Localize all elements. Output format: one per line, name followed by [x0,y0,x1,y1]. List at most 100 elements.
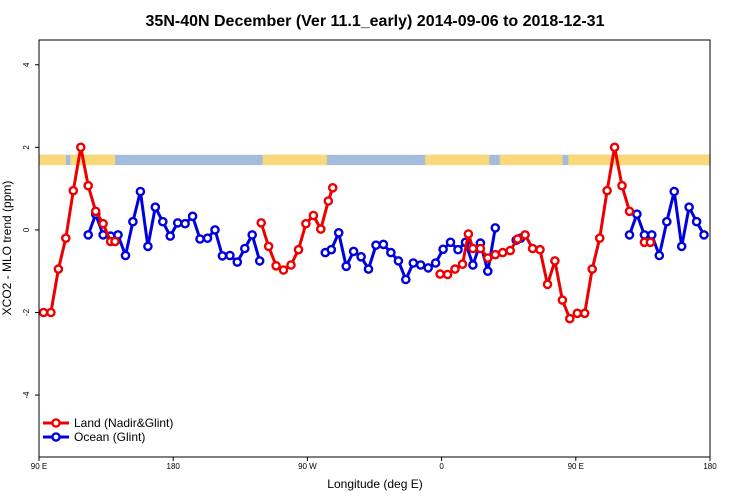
data-point [430,258,441,268]
data-point [445,237,456,248]
band-land-segment [70,154,116,166]
data-point [363,264,374,274]
data-point [645,237,656,248]
data-point [453,244,463,255]
data-point [202,233,213,243]
data-point [662,216,672,227]
series-line [479,145,631,321]
data-point [505,245,516,256]
x-tick-label: 90 W [298,462,317,471]
band-land-segment [568,154,710,166]
y-axis-label: XCO2 - MLO trend (ppm) [0,181,14,316]
data-point [326,244,337,255]
x-axis: 90 E 180 90 W 0 90 E 180 [31,457,717,471]
data-point [120,250,131,261]
data-point [535,244,545,255]
data-point [415,260,426,270]
data-point [527,243,538,254]
data-point [378,239,389,250]
data-point [38,307,49,318]
x-tick-label: 90 E [31,462,47,471]
x-tick-label: 0 [439,462,444,471]
legend-marker [51,418,61,428]
data-point [393,256,404,266]
data-point [327,182,338,193]
data-point [497,247,508,258]
data-point [684,202,694,212]
data-point [542,279,553,290]
legend-item-ocean: Ocean (Glint) [43,430,145,444]
data-point [442,269,453,280]
data-point [699,230,709,240]
data-point [371,240,381,250]
band-land-segment [499,154,563,166]
data-point [110,236,120,247]
data-point [150,202,161,212]
data-point [463,229,474,239]
series-line [43,145,115,314]
data-point [301,218,311,229]
data-point [482,253,493,263]
coverage-band [39,154,710,166]
data-point [90,206,101,217]
data-point [263,241,274,252]
y-axis: -4 -2 0 2 4 [22,62,39,399]
data-point [624,230,635,240]
data-point [135,186,146,197]
data-point [587,264,598,274]
data-point [98,218,108,229]
y-tick-label: -4 [22,391,31,399]
series-layer [38,142,709,324]
legend: Land (Nadir&Glint)Ocean (Glint) [43,416,173,444]
data-point [438,244,448,255]
data-point [457,259,468,270]
data-point [256,218,267,228]
chart-title: 35N-40N December (Ver 11.1_early) 2014-0… [146,13,605,30]
legend-label: Ocean (Glint) [74,430,145,444]
data-point [195,234,205,244]
data-point [232,257,243,267]
data-point [632,209,642,219]
data-point [624,206,635,217]
x-tick-label: 180 [167,462,181,471]
data-point [341,261,352,272]
legend-label: Land (Nadir&Glint) [74,416,173,430]
data-point [308,210,319,221]
data-point [271,260,281,271]
data-point [217,251,228,261]
data-point [468,243,478,254]
data-point [356,251,366,262]
y-tick-label: 0 [22,227,31,232]
plot-frame [38,39,711,458]
data-point [482,266,493,277]
band-ocean [39,154,710,166]
data-point [594,233,605,243]
data-point [315,224,326,234]
data-point [286,260,296,270]
data-point [293,244,304,255]
y-tick-label: 4 [22,62,31,67]
data-point [408,258,419,268]
data-point [572,308,583,319]
data-point [128,216,138,227]
data-point [165,231,175,241]
data-point [435,269,445,279]
x-axis-label: Longitude (deg E) [327,477,422,491]
data-point [647,230,657,240]
data-point [225,250,235,261]
series-land [38,142,656,324]
x-tick-label: 90 E [568,462,584,471]
data-point [68,185,79,196]
x-tick-label: 180 [703,462,717,471]
data-point [565,313,575,324]
band-land-segment [425,154,490,166]
band-land-segment [39,154,66,166]
data-point [53,264,64,274]
data-point [239,243,250,254]
data-point [187,211,198,222]
legend-marker [51,432,61,442]
data-point [468,260,478,270]
data-point [617,180,627,191]
data-point [254,256,265,266]
data-point [83,180,93,191]
